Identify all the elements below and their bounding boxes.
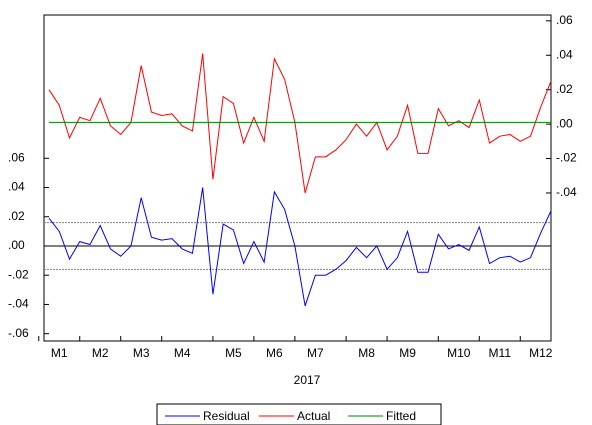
y-tick-label: .04: [8, 180, 25, 194]
series-line: [48, 187, 552, 307]
x-axis-label: 2017: [294, 373, 321, 387]
y-tick-label: -.02: [8, 267, 29, 281]
y2-tick-label: .00: [556, 116, 573, 130]
y-tick-label: -.06: [8, 326, 29, 340]
y2-tick-label: .04: [556, 47, 573, 61]
legend-label: Fitted: [386, 409, 416, 423]
x-tick-label: M4: [174, 346, 191, 360]
plot-frame: [43, 14, 552, 342]
legend-label: Actual: [297, 409, 330, 423]
y-tick-label: -.04: [8, 297, 29, 311]
y2-tick-label: .02: [556, 82, 573, 96]
x-tick-label: M6: [266, 346, 283, 360]
legend-label: Residual: [203, 409, 250, 423]
x-tick-label: M1: [51, 346, 68, 360]
x-tick-label: M9: [399, 346, 416, 360]
x-tick-label: M12: [529, 346, 553, 360]
y-tick-label: .02: [8, 209, 25, 223]
x-tick-label: M10: [447, 346, 471, 360]
y-tick-label: .00: [8, 238, 25, 252]
x-tick-label: M7: [307, 346, 324, 360]
y-tick-label: .06: [8, 150, 25, 164]
y2-tick-label: -.04: [556, 185, 577, 199]
x-tick-label: M11: [489, 346, 512, 360]
legend-box: [156, 403, 442, 425]
x-tick-label: M2: [92, 346, 109, 360]
series-line: [48, 53, 552, 194]
x-tick-label: M8: [358, 346, 375, 360]
x-tick-label: M5: [225, 346, 242, 360]
y2-tick-label: .06: [556, 13, 573, 27]
x-tick-label: M3: [133, 346, 150, 360]
y2-tick-label: -.02: [556, 151, 577, 165]
